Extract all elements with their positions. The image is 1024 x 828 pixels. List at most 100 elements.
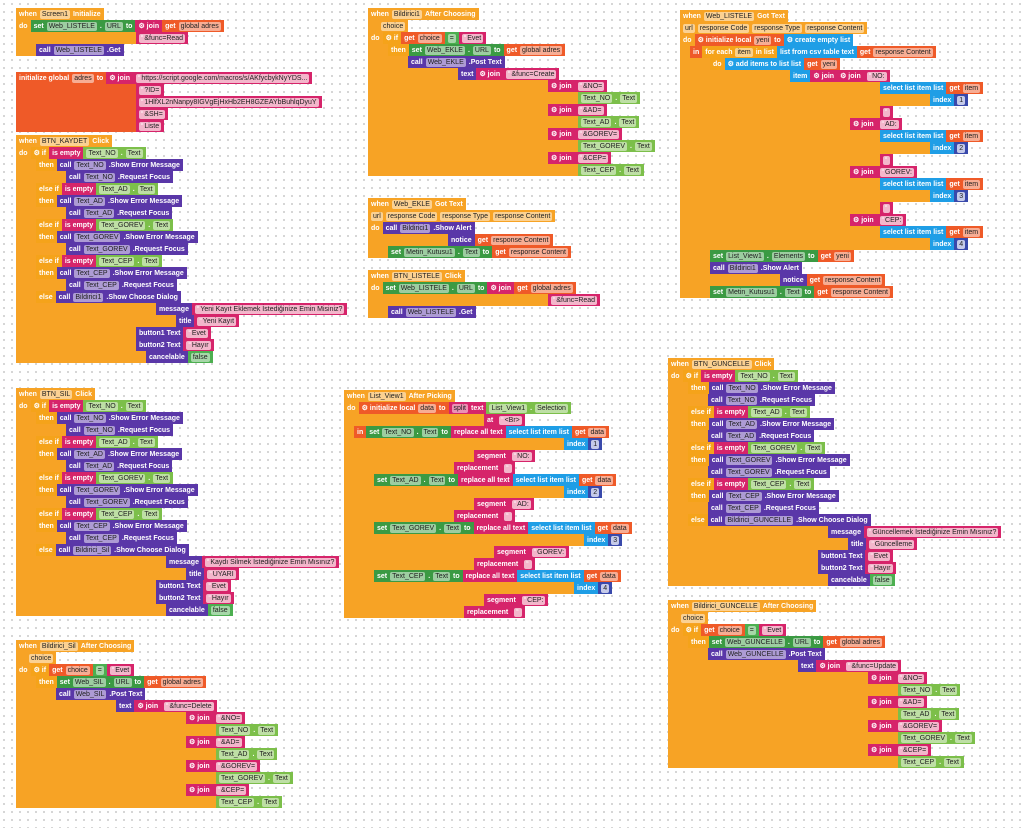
dropdown-chip[interactable]: Text	[137, 437, 155, 447]
text-block[interactable]: ⚙ join	[548, 104, 575, 116]
text-block[interactable]: ⚙ join	[106, 72, 133, 84]
control-block[interactable]: then	[688, 382, 709, 394]
dropdown-chip[interactable]: choice	[29, 653, 54, 663]
get-variable-block[interactable]: get global adres	[144, 676, 206, 688]
dropdown-chip[interactable]: data	[418, 403, 436, 413]
control-block[interactable]: then	[36, 412, 57, 424]
text-block[interactable]: ⚙ join	[548, 128, 575, 140]
event-block[interactable]: when Web_EKLE Got Text	[368, 198, 466, 210]
dropdown-chip[interactable]: Text	[142, 256, 160, 266]
property-getter-block[interactable]: Text_GOREV. Text	[748, 442, 826, 454]
text-block[interactable]: ⚙ join	[548, 152, 575, 164]
dropdown-chip[interactable]: global adres	[160, 677, 203, 687]
text-block[interactable]: is empty	[713, 478, 749, 490]
control-block[interactable]: then	[388, 44, 409, 56]
method-call-block[interactable]: call Text_GOREV .Request Focus	[708, 466, 830, 478]
dropdown-chip[interactable]: Text_CEP	[83, 280, 119, 290]
dropdown-chip[interactable]: Metin_Kutusu1	[404, 247, 455, 257]
dropdown-chip[interactable]: Text	[940, 685, 958, 695]
string-value[interactable]: Yeni Kayıt	[197, 316, 237, 326]
dropdown-chip[interactable]: Text	[153, 220, 171, 230]
control-block[interactable]: then	[36, 484, 57, 496]
dropdown-chip[interactable]: Text_NO	[74, 413, 106, 423]
string-value[interactable]: Liste	[139, 121, 162, 131]
dropdown-chip[interactable]: Text_AD	[725, 431, 757, 441]
method-call-block[interactable]: call Web_LISTELE .Get	[36, 44, 124, 56]
text-block[interactable]: ⚙ join	[850, 118, 877, 130]
gear-icon-label[interactable]: ⚙ if	[33, 403, 47, 410]
dropdown-chip[interactable]: Text_CEP	[726, 491, 762, 501]
text-block[interactable]: ⚙ join	[186, 784, 213, 796]
dropdown-chip[interactable]: Bildirici1	[727, 263, 758, 273]
setter-block[interactable]: set List_View1. Elements to	[710, 250, 818, 262]
control-block[interactable]: then	[36, 520, 57, 532]
string-literal-block[interactable]: &AD=	[894, 696, 927, 708]
string-literal-block[interactable]: &NO=	[574, 80, 608, 92]
property-getter-block[interactable]: Text_AD. Text	[748, 406, 810, 418]
block-group[interactable]: when BTN_KAYDET Click do ⚙ if is empty Text_NO…	[16, 135, 348, 363]
dropdown-chip[interactable]: Text_CEP	[74, 268, 110, 278]
control-block[interactable]: for each item in list	[702, 46, 777, 58]
string-literal-block[interactable]: 1HlfXL2nNanpy8IGVgEjHxHb2EH8GZEAYbBuhlqD…	[136, 96, 322, 108]
control-block[interactable]: else	[36, 291, 56, 303]
control-block[interactable]: ⚙ if	[682, 624, 702, 636]
dropdown-chip[interactable]: Selection	[535, 403, 568, 413]
string-literal-block[interactable]: Evet	[865, 550, 893, 562]
list-block[interactable]: index	[564, 438, 589, 450]
method-call-block[interactable]: call Text_AD .Request Focus	[66, 460, 173, 472]
dropdown-chip[interactable]: Text	[805, 443, 823, 453]
dropdown-chip[interactable]: Text_AD	[726, 419, 757, 429]
dropdown-chip[interactable]: Text	[624, 165, 641, 175]
dropdown-chip[interactable]: Elements	[771, 251, 805, 261]
gear-icon-label[interactable]: ⚙ join	[853, 121, 874, 128]
method-call-block[interactable]: call Web_LISTELE .Get	[388, 306, 476, 318]
list-block[interactable]: ⚙ create empty list	[783, 34, 854, 46]
method-call-block[interactable]: button2 Text	[136, 339, 184, 351]
dropdown-chip[interactable]: Text_CEP	[751, 479, 787, 489]
text-block[interactable]: is empty	[701, 370, 736, 382]
string-value[interactable]: AD:	[879, 119, 899, 129]
string-value[interactable]: &GOREV=	[577, 129, 620, 139]
number-block[interactable]: 1	[954, 94, 969, 106]
string-value[interactable]: 1HlfXL2nNanpy8IGVgEjHxHb2EH8GZEAYbBuhlqD…	[139, 97, 319, 107]
event-block[interactable]: choice	[678, 612, 709, 624]
dropdown-chip[interactable]: Web_EKLE	[391, 199, 432, 209]
get-variable-block[interactable]: get response Content	[492, 246, 571, 258]
event-block[interactable]: when BTN_KAYDET Click	[16, 135, 113, 147]
string-value[interactable]: &NO=	[577, 81, 605, 91]
gear-icon-label[interactable]: ⚙ join	[189, 787, 210, 794]
get-variable-block[interactable]: get data	[578, 474, 617, 486]
dropdown-chip[interactable]: Text_NO	[86, 401, 118, 411]
method-call-block[interactable]: call Text_NO .Show Error Message	[708, 382, 835, 394]
string-literal-block[interactable]	[880, 202, 894, 214]
string-value[interactable]: &func=Delete	[164, 701, 214, 711]
method-call-block[interactable]: title	[186, 568, 205, 580]
setter-block[interactable]: set Web_EKLE. URL to	[408, 44, 504, 56]
number-value[interactable]: 1	[591, 439, 600, 449]
dropdown-chip[interactable]: BTN_GUNCELLE	[691, 359, 752, 369]
property-getter-block[interactable]: Text_CEP. Text	[578, 164, 644, 176]
property-getter-block[interactable]: Text_NO. Text	[216, 724, 279, 736]
method-call-block[interactable]: cancelable	[828, 574, 870, 586]
method-call-block[interactable]: call Text_GOREV .Request Focus	[66, 496, 188, 508]
string-value[interactable]: Evet	[186, 328, 208, 338]
dropdown-chip[interactable]: Text_NO	[83, 172, 115, 182]
event-block[interactable]: when Bildirici_Sil After Choosing	[16, 640, 135, 652]
string-literal-block[interactable]: Evet	[183, 327, 211, 339]
number-block[interactable]: 3	[954, 190, 969, 202]
method-call-block[interactable]: text	[458, 68, 477, 80]
gear-icon-label[interactable]: ⚙ join	[853, 169, 874, 176]
text-block[interactable]: ⚙ join	[850, 166, 877, 178]
method-call-block[interactable]: call Text_GOREV .Show Error Message	[56, 484, 198, 496]
dropdown-chip[interactable]: global adres	[839, 637, 883, 647]
control-block[interactable]: ⚙ if	[30, 147, 50, 159]
text-block[interactable]: ⚙ join	[868, 720, 895, 732]
dropdown-chip[interactable]: response Content	[491, 235, 551, 245]
dropdown-chip[interactable]: response Type	[440, 211, 491, 221]
method-call-block[interactable]: text	[798, 660, 817, 672]
method-call-block[interactable]: call Text_AD .Show Error Message	[56, 448, 183, 460]
dropdown-chip[interactable]: Text_GOREV	[581, 141, 628, 151]
get-variable-block[interactable]: get response Content	[806, 274, 886, 286]
event-block[interactable]: when List_View1 After Picking	[344, 390, 455, 402]
dropdown-chip[interactable]: Text	[784, 287, 802, 297]
